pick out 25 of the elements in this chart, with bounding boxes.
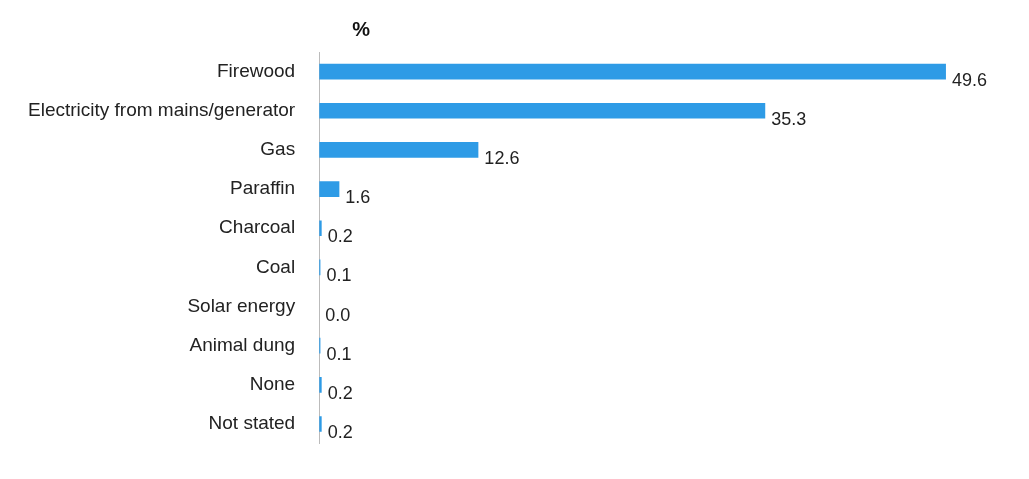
y-tick-label: None bbox=[249, 373, 296, 395]
y-tick-label: Electricity from mains/generator bbox=[27, 98, 296, 120]
data-label: 0.2 bbox=[327, 382, 353, 403]
bar bbox=[319, 63, 946, 80]
data-label: 0.2 bbox=[327, 226, 353, 247]
y-tick-label: Coal bbox=[256, 255, 296, 277]
data-label: 0.1 bbox=[326, 265, 352, 286]
data-label: 49.6 bbox=[951, 69, 987, 90]
data-label: 0.0 bbox=[325, 304, 351, 325]
y-tick-label: Animal dung bbox=[189, 333, 296, 355]
data-label: 1.6 bbox=[345, 187, 371, 208]
y-tick-label: Gas bbox=[260, 138, 296, 160]
chart-title: % bbox=[352, 17, 371, 40]
y-tick-label: Not stated bbox=[208, 412, 296, 434]
data-label: 0.2 bbox=[327, 421, 353, 442]
bar bbox=[319, 181, 340, 197]
y-tick-label: Firewood bbox=[216, 59, 296, 81]
y-tick-label: Solar energy bbox=[187, 294, 296, 316]
data-label: 12.6 bbox=[484, 147, 520, 168]
data-label: 0.1 bbox=[326, 343, 352, 364]
y-tick-label: Charcoal bbox=[219, 216, 296, 238]
bar bbox=[319, 102, 766, 119]
data-label: 35.3 bbox=[771, 108, 807, 129]
y-tick-label: Paraffin bbox=[230, 177, 296, 199]
bar bbox=[319, 142, 479, 158]
